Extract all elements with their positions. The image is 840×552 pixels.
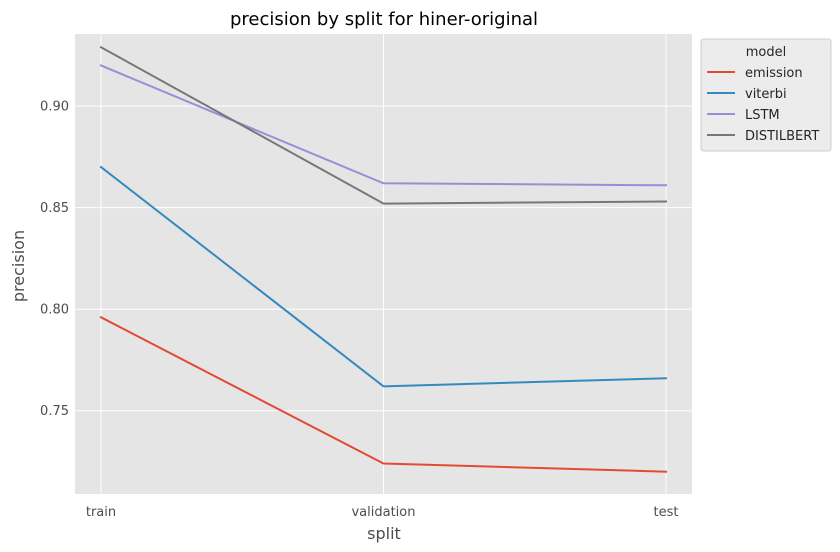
legend-label: viterbi <box>745 87 787 102</box>
x-tick-label: test <box>654 505 679 520</box>
chart-title: precision by split for hiner-original <box>230 9 538 30</box>
y-tick-label: 0.90 <box>40 100 69 115</box>
legend-box <box>700 38 832 152</box>
x-tick-labels: train validation test <box>86 505 679 520</box>
x-tick-label: validation <box>351 505 415 520</box>
x-tick-label: train <box>86 505 116 520</box>
y-tick-label: 0.80 <box>40 303 69 318</box>
y-tick-label: 0.85 <box>40 201 69 216</box>
series-lines <box>99 45 668 473</box>
series-line-viterbi <box>99 165 668 388</box>
legend-items: emission viterbi LSTM DISTILBERT <box>707 66 819 144</box>
series-line-emission <box>99 315 668 473</box>
series-line-distilbert <box>99 45 668 205</box>
y-tick-label: 0.75 <box>40 404 69 419</box>
legend: model emission viterbi LSTM DISTILBERT <box>700 38 832 152</box>
legend-title: model <box>746 45 786 60</box>
y-tick-labels: 0.75 0.80 0.85 0.90 <box>40 100 69 420</box>
y-axis-label: precision <box>9 230 28 302</box>
legend-label: emission <box>745 66 803 81</box>
legend-label: LSTM <box>745 108 780 123</box>
series-line-lstm <box>99 64 668 187</box>
grid-lines <box>75 34 692 494</box>
legend-label: DISTILBERT <box>745 129 819 144</box>
x-axis-label: split <box>367 524 401 543</box>
